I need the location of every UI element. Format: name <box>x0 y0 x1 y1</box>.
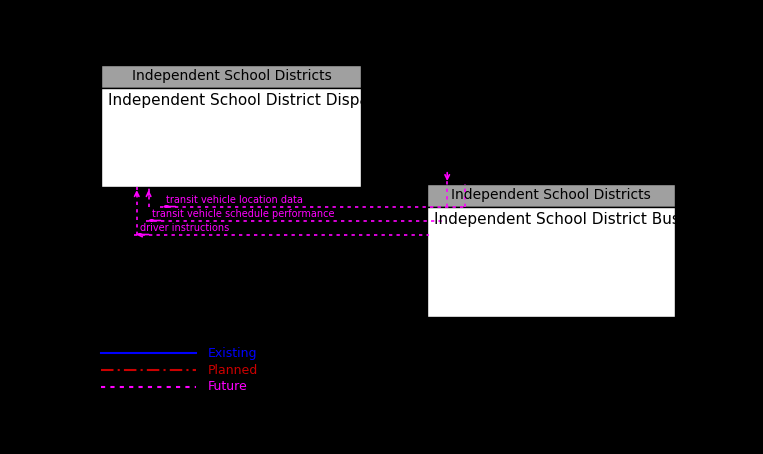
Text: Independent School Districts: Independent School Districts <box>131 69 331 84</box>
Text: Future: Future <box>208 380 247 394</box>
Bar <box>427 184 675 207</box>
Bar <box>101 88 362 188</box>
Text: Existing: Existing <box>208 347 257 360</box>
Text: transit vehicle location data: transit vehicle location data <box>166 195 303 205</box>
Text: driver instructions: driver instructions <box>140 223 229 233</box>
Text: transit vehicle schedule performance: transit vehicle schedule performance <box>152 209 334 219</box>
Bar <box>101 65 362 88</box>
Text: Planned: Planned <box>208 364 258 377</box>
Text: Independent School Districts: Independent School Districts <box>451 188 651 202</box>
Text: Independent School District Buses: Independent School District Buses <box>433 212 697 227</box>
Text: Independent School District Dispatch: Independent School District Dispatch <box>108 93 394 108</box>
Bar <box>427 207 675 317</box>
